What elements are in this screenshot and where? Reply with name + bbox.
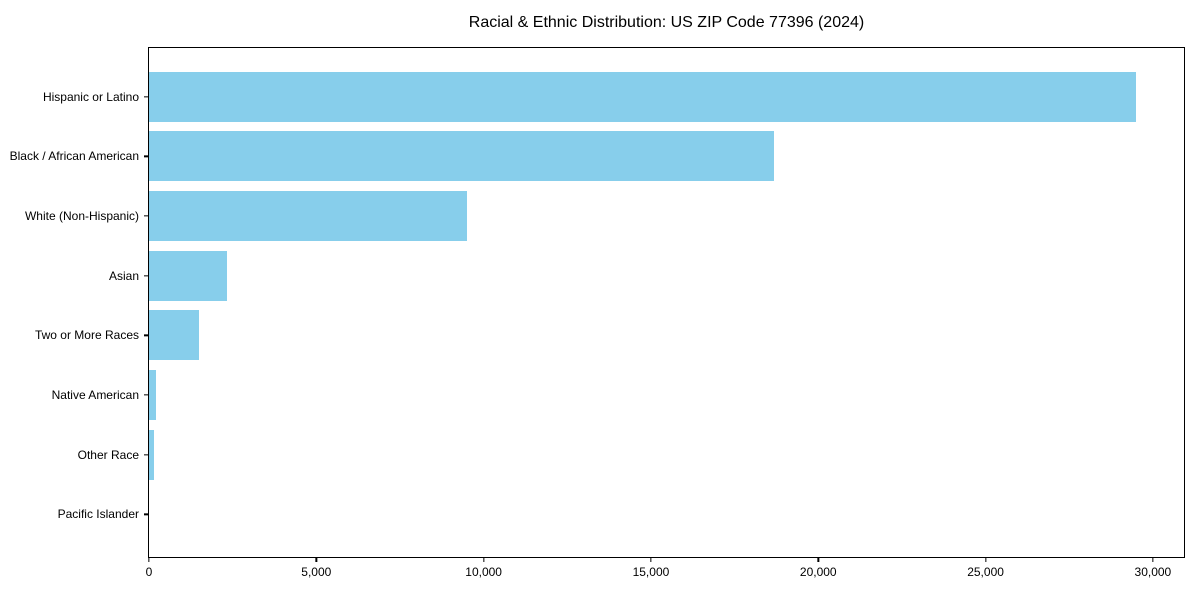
y-tick-label-asian: Asian (108, 268, 139, 283)
x-tick-label-25000: 25,000 (967, 565, 1004, 579)
y-axis-tick (144, 274, 149, 277)
x-tick-label-30000: 30,000 (1134, 565, 1172, 579)
x-tick-label-5000: 5,000 (301, 565, 332, 579)
x-axis-tick (984, 557, 987, 562)
y-axis-tick (144, 95, 149, 98)
bar-other-race (149, 429, 155, 480)
y-axis-tick (144, 155, 149, 157)
y-tick-label-two-or-more-races: Two or More Races (34, 328, 139, 343)
bar-white-non-hispanic (149, 190, 468, 241)
bar-native-american (149, 370, 156, 421)
x-axis-tick (650, 557, 652, 562)
x-tick-label-10000: 10,000 (465, 565, 502, 579)
y-tick-label-white-non-hispanic: White (Non-Hispanic) (24, 208, 139, 223)
y-axis-tick (144, 215, 149, 217)
x-axis-tick (817, 557, 819, 562)
bar-two-or-more-races (149, 310, 200, 361)
y-axis-tick (144, 513, 149, 516)
x-tick-label-20000: 20,000 (799, 565, 837, 579)
y-tick-label-native-american: Native American (51, 388, 139, 403)
y-tick-label-black-african-american: Black / African American (9, 149, 139, 164)
x-tick-label-15000: 15,000 (632, 565, 670, 579)
y-axis-tick (144, 394, 149, 396)
x-tick-label-0: 0 (145, 565, 153, 579)
chart-title: Racial & Ethnic Distribution: US ZIP Cod… (468, 14, 865, 31)
y-axis-tick (144, 454, 149, 456)
bar-asian (149, 250, 227, 301)
y-axis-tick (144, 334, 149, 336)
x-axis-tick (1152, 557, 1154, 562)
x-axis-tick (482, 557, 485, 562)
bar-black-african-american (149, 131, 775, 182)
y-tick-label-hispanic-or-latino: Hispanic or Latino (42, 89, 139, 104)
x-axis-tick (148, 557, 150, 562)
plot-area: Hispanic or Latino Black / African Americ… (10, 47, 1185, 579)
y-tick-label-other-race: Other Race (77, 447, 139, 462)
y-tick-label-pacific-islander: Pacific Islander (57, 507, 139, 522)
x-axis-tick (315, 557, 317, 562)
bar-hispanic-or-latino (149, 71, 1137, 122)
